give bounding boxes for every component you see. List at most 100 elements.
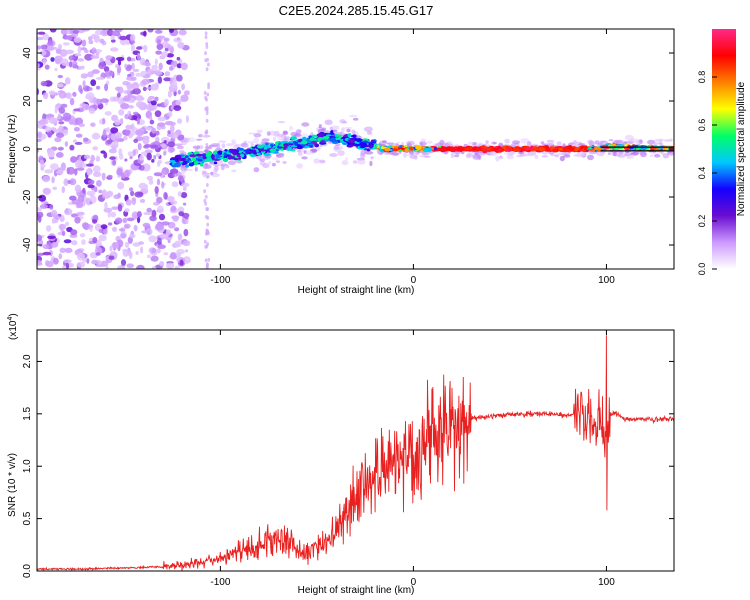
heatmap-cell	[47, 39, 54, 47]
heatmap-cell	[202, 172, 208, 178]
heatmap-cell	[409, 146, 414, 151]
heatmap-cell	[125, 199, 132, 206]
heatmap-cell	[77, 58, 85, 62]
heatmap-cell	[119, 153, 124, 160]
heatmap-cell	[129, 187, 134, 192]
heatmap-cell	[179, 150, 185, 153]
heatmap-cell	[51, 241, 59, 248]
heatmap-cell	[199, 163, 204, 167]
heatmap-cell	[121, 259, 126, 267]
heatmap-cell	[37, 63, 40, 68]
heatmap-cell	[614, 147, 619, 150]
heatmap-cell	[134, 191, 144, 198]
heatmap-cell	[114, 118, 121, 126]
heatmap-cell	[109, 156, 116, 160]
heatmap-cell	[153, 155, 157, 160]
heatmap-cell	[224, 149, 228, 152]
heatmap-cell	[564, 149, 569, 152]
heatmap-cell	[107, 29, 114, 37]
heatmap-cell	[176, 63, 182, 69]
heatmap-cell	[37, 260, 42, 265]
heatmap-cell	[476, 148, 483, 151]
heatmap-cell	[151, 64, 158, 70]
heatmap-cell	[157, 244, 166, 249]
heatmap-cell	[197, 159, 203, 162]
heatmap-cell	[236, 160, 243, 164]
heatmap-cell	[256, 144, 264, 149]
heatmap-cell	[90, 79, 97, 87]
heatmap-cell	[100, 260, 109, 267]
heatmap-cell	[658, 139, 663, 145]
heatmap-cell	[163, 77, 172, 82]
heatmap-cell	[157, 122, 166, 127]
heatmap-cell	[112, 159, 116, 166]
heatmap-cell	[264, 145, 272, 149]
colorbar-label: Normalized spectral amplitude	[736, 81, 747, 216]
heatmap-cell	[203, 198, 207, 203]
heatmap-cell	[106, 75, 112, 79]
heatmap-cell	[65, 49, 75, 55]
heatmap-cell	[94, 246, 103, 255]
heatmap-cell	[92, 171, 102, 177]
heatmap-cell	[376, 144, 380, 149]
heatmap-cell	[307, 143, 315, 146]
heatmap-cell	[204, 107, 208, 111]
heatmap-cell	[74, 216, 81, 224]
heatmap-cell	[169, 121, 176, 126]
heatmap-cell	[95, 76, 105, 80]
heatmap-cell	[69, 97, 75, 106]
heatmap-cell	[82, 187, 86, 194]
heatmap-cell	[88, 107, 96, 114]
heatmap-cell	[99, 38, 105, 44]
heatmap-cell	[528, 147, 535, 151]
snr-x-tick-label: 0	[411, 577, 417, 588]
heatmap-cell	[266, 131, 271, 136]
heatmap-cell	[37, 88, 40, 95]
heatmap-cell	[206, 222, 210, 227]
heatmap-cell	[42, 33, 49, 41]
heatmap-cell	[298, 151, 303, 156]
heatmap-cell	[69, 61, 73, 68]
spectrogram-y-tick-label: 40	[22, 47, 33, 59]
heatmap-cell	[68, 118, 74, 125]
heatmap-cell	[205, 244, 209, 249]
heatmap-cell	[120, 233, 127, 239]
heatmap-cell	[204, 258, 208, 263]
heatmap-cell	[151, 159, 155, 163]
heatmap-cell	[57, 146, 64, 151]
heatmap-cell	[76, 261, 86, 268]
heatmap-cell	[52, 186, 58, 190]
heatmap-cell	[368, 142, 372, 146]
heatmap-cell	[139, 198, 146, 203]
heatmap-cell	[310, 148, 318, 153]
heatmap-cell	[63, 178, 69, 186]
colorbar-tick-label: 0.6	[697, 119, 707, 132]
heatmap-cell	[169, 131, 179, 139]
heatmap-cell	[91, 69, 100, 74]
heatmap-cell	[252, 151, 257, 155]
heatmap-cell	[150, 70, 158, 74]
heatmap-cell	[180, 62, 188, 71]
heatmap-cell	[157, 237, 162, 246]
heatmap-cell	[167, 130, 171, 135]
snr-x-tick-label: -100	[210, 577, 230, 588]
heatmap-cell	[176, 145, 184, 150]
heatmap-cell	[318, 137, 324, 140]
heatmap-cell	[248, 132, 257, 135]
heatmap-cell	[170, 106, 175, 110]
heatmap-cell	[39, 118, 49, 125]
spectrogram-panel: -100 0 100 -40 -20 0 20 40 Height of straight l…	[7, 28, 675, 296]
heatmap-cell	[58, 125, 64, 133]
heatmap-cell	[206, 157, 211, 162]
heatmap-cell	[185, 249, 189, 253]
heatmap-cell	[617, 153, 626, 158]
snr-scale-exponent: 4	[7, 317, 14, 321]
heatmap-cell	[102, 117, 106, 125]
heatmap-cell	[305, 150, 313, 155]
heatmap-cell	[57, 83, 64, 88]
heatmap-cell	[130, 40, 136, 44]
heatmap-cell	[149, 215, 157, 222]
heatmap-cell	[69, 29, 75, 35]
heatmap-cell	[132, 68, 140, 73]
spectrogram-x-axis-label: Height of straight line (km)	[298, 285, 415, 296]
